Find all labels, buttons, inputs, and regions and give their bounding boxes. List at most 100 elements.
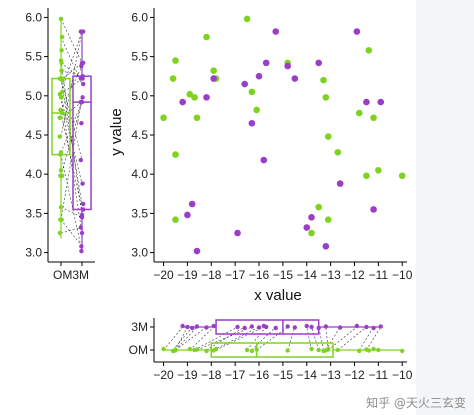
x-marginal-pair-line [215, 326, 264, 351]
data-point-3m [241, 80, 248, 88]
data-point-om [186, 90, 194, 98]
y-tick-label: 4.5 [131, 128, 148, 142]
x-marginal-pair-line [172, 326, 193, 351]
x-marginal-tick-label: −19 [177, 368, 198, 382]
x-marginal-tick-label: −15 [273, 368, 294, 382]
y-marginal-pair-line [60, 101, 83, 118]
data-point-3m [363, 98, 370, 106]
data-point-3m [203, 94, 210, 101]
x-marginal-point-3m [309, 324, 314, 330]
y-tick-label: 3.0 [131, 246, 148, 260]
x-marginal-point-3m [180, 323, 185, 329]
data-point-om [172, 151, 179, 158]
y-marginal-pair-line [60, 62, 83, 81]
data-point-om [398, 172, 406, 180]
x-tick-label: −16 [249, 268, 270, 282]
y-marginal-point-3m [78, 225, 84, 230]
y-marginal-tick-label: 4.5 [25, 128, 42, 142]
data-point-3m [188, 200, 196, 208]
data-point-3m [315, 59, 322, 67]
right-side-panel [416, 0, 474, 415]
y-marginal-tick-label: 5.5 [25, 50, 42, 64]
y-marginal-point-3m [78, 29, 84, 34]
data-point-om [253, 106, 260, 114]
y-marginal-point-om [58, 168, 64, 173]
data-point-om [210, 67, 217, 75]
x-marginal-tick-label: −17 [225, 368, 246, 382]
x-tick-label: −15 [273, 268, 294, 282]
y-marginal-point-om [60, 77, 65, 83]
data-point-3m [248, 119, 256, 127]
x-axis-title: x value [254, 287, 302, 304]
y-marginal-point-om [57, 134, 62, 139]
data-point-3m [184, 211, 191, 219]
x-marginal-point-om [366, 348, 372, 353]
x-marginal-point-3m [323, 324, 329, 329]
data-point-3m [272, 28, 280, 35]
x-marginal-point-3m [249, 324, 255, 329]
data-point-om [375, 166, 382, 174]
y-marginal-point-om [57, 230, 62, 236]
data-point-3m [303, 224, 311, 231]
x-marginal-point-om [316, 347, 321, 353]
data-point-3m [193, 247, 201, 255]
x-marginal-point-om [249, 348, 255, 354]
x-marginal-tick-label: −10 [392, 368, 413, 382]
x-marginal-point-om [213, 346, 219, 352]
x-marginal-point-3m [371, 325, 376, 331]
x-marginal-tick-label: −14 [297, 368, 318, 382]
x-marginal-point-3m [292, 325, 298, 330]
x-tick-label: −17 [225, 268, 246, 282]
x-marginal-pair-line [287, 326, 296, 351]
y-axis-title: y value [108, 108, 125, 156]
y-marginal-pair-line [60, 31, 83, 137]
x-tick-label: −19 [177, 268, 198, 282]
data-point-3m [284, 62, 291, 70]
x-marginal-point-om [371, 346, 376, 352]
y-marginal-point-om [59, 68, 64, 73]
data-point-om [172, 216, 179, 223]
x-marginal-point-om [309, 346, 314, 352]
data-point-om [334, 148, 342, 156]
x-marginal-pair-line [206, 326, 245, 351]
x-marginal-point-3m [364, 324, 369, 330]
data-point-om [193, 114, 201, 122]
x-marginal-point-3m [285, 324, 290, 329]
x-marginal-pair-line [311, 326, 319, 351]
data-point-3m [210, 75, 217, 82]
y-marginal-point-om [58, 217, 63, 222]
data-point-3m [179, 98, 186, 106]
x-marginal-point-3m [194, 324, 200, 329]
x-marginal-pair-line [196, 326, 252, 351]
x-marginal-tick-label: −20 [153, 368, 174, 382]
x-marginal-category-label: OM [129, 343, 148, 357]
x-marginal-point-om [335, 347, 340, 353]
data-point-om [191, 94, 198, 101]
x-marginal-point-3m [211, 323, 216, 329]
data-point-om [169, 75, 177, 82]
x-marginal-point-3m [263, 324, 269, 330]
x-marginal-pair-line [213, 326, 260, 351]
x-marginal-pair-line [175, 326, 207, 351]
x-tick-label: −20 [153, 268, 174, 282]
data-point-3m [308, 214, 315, 221]
y-tick-label: 5.0 [131, 89, 148, 103]
data-point-3m [262, 59, 270, 67]
x-marginal-pair-line [246, 326, 267, 351]
y-marginal-pair-line [60, 101, 83, 153]
y-marginal-pair-line [60, 101, 83, 176]
data-point-3m [322, 243, 330, 250]
y-marginal-point-3m [79, 248, 84, 254]
data-point-om [363, 172, 370, 180]
x-marginal-pair-line [194, 326, 238, 351]
data-point-om [320, 76, 327, 84]
data-point-om [324, 133, 332, 140]
y-marginal-point-om [59, 60, 64, 66]
x-marginal-tick-label: −11 [369, 368, 389, 382]
data-point-om [370, 114, 377, 122]
x-marginal-point-3m [316, 325, 321, 331]
data-point-3m [353, 28, 361, 35]
x-marginal-pair-line [366, 326, 381, 351]
x-marginal-pair-line [325, 326, 341, 351]
